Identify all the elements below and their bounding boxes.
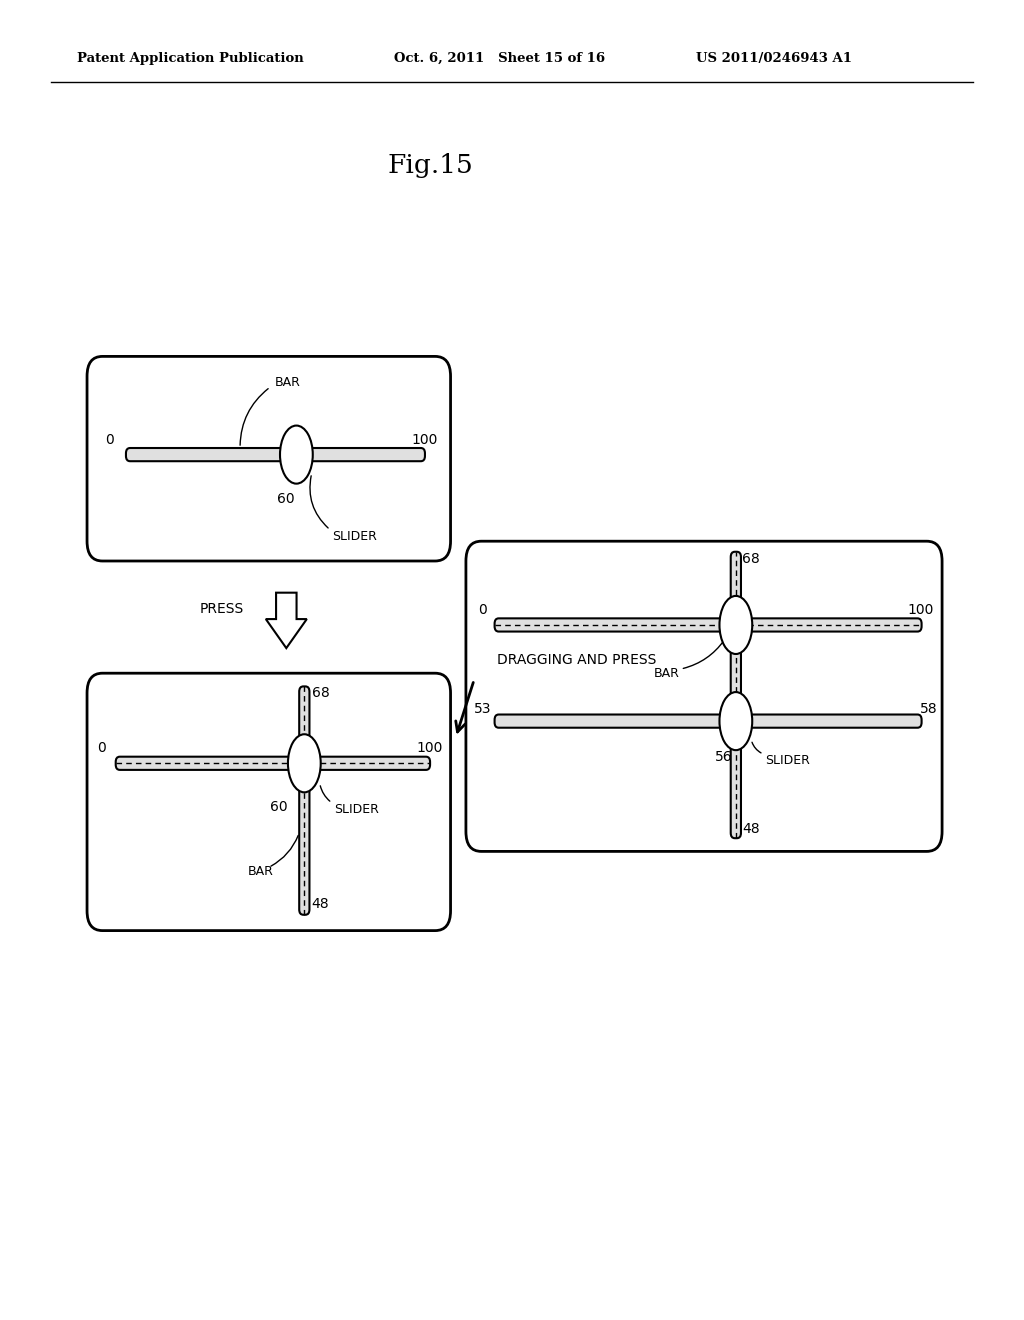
FancyBboxPatch shape <box>126 447 425 461</box>
Text: 100: 100 <box>412 433 438 446</box>
FancyBboxPatch shape <box>495 714 922 727</box>
Text: 60: 60 <box>278 491 295 506</box>
FancyBboxPatch shape <box>87 673 451 931</box>
Text: 0: 0 <box>478 603 487 616</box>
Text: BAR: BAR <box>274 376 300 389</box>
Text: 68: 68 <box>742 552 760 566</box>
Text: 53: 53 <box>474 702 492 715</box>
Ellipse shape <box>720 595 753 653</box>
Text: SLIDER: SLIDER <box>766 754 810 767</box>
Polygon shape <box>266 593 307 648</box>
FancyBboxPatch shape <box>116 756 430 770</box>
Text: BAR: BAR <box>248 865 273 878</box>
Text: SLIDER: SLIDER <box>332 529 377 543</box>
FancyBboxPatch shape <box>87 356 451 561</box>
Text: PRESS: PRESS <box>200 602 244 615</box>
Ellipse shape <box>288 734 321 792</box>
Text: DRAGGING AND PRESS: DRAGGING AND PRESS <box>497 653 656 667</box>
Ellipse shape <box>720 692 753 750</box>
Text: 0: 0 <box>97 742 106 755</box>
FancyBboxPatch shape <box>299 686 309 915</box>
FancyBboxPatch shape <box>495 618 922 631</box>
Text: Oct. 6, 2011   Sheet 15 of 16: Oct. 6, 2011 Sheet 15 of 16 <box>394 51 605 65</box>
FancyBboxPatch shape <box>731 552 741 838</box>
Text: SLIDER: SLIDER <box>334 803 379 816</box>
Text: 48: 48 <box>742 821 760 836</box>
Text: US 2011/0246943 A1: US 2011/0246943 A1 <box>696 51 852 65</box>
Ellipse shape <box>280 425 312 483</box>
Text: 48: 48 <box>311 896 329 911</box>
Text: 0: 0 <box>105 433 115 446</box>
FancyBboxPatch shape <box>466 541 942 851</box>
Text: 58: 58 <box>921 702 938 715</box>
Text: BAR: BAR <box>654 667 680 680</box>
Text: Fig.15: Fig.15 <box>387 153 473 177</box>
Text: 100: 100 <box>907 603 934 616</box>
Text: 60: 60 <box>270 800 288 814</box>
Text: 68: 68 <box>311 686 330 701</box>
Text: Patent Application Publication: Patent Application Publication <box>77 51 303 65</box>
Text: 100: 100 <box>416 742 442 755</box>
Text: 56: 56 <box>715 750 732 764</box>
